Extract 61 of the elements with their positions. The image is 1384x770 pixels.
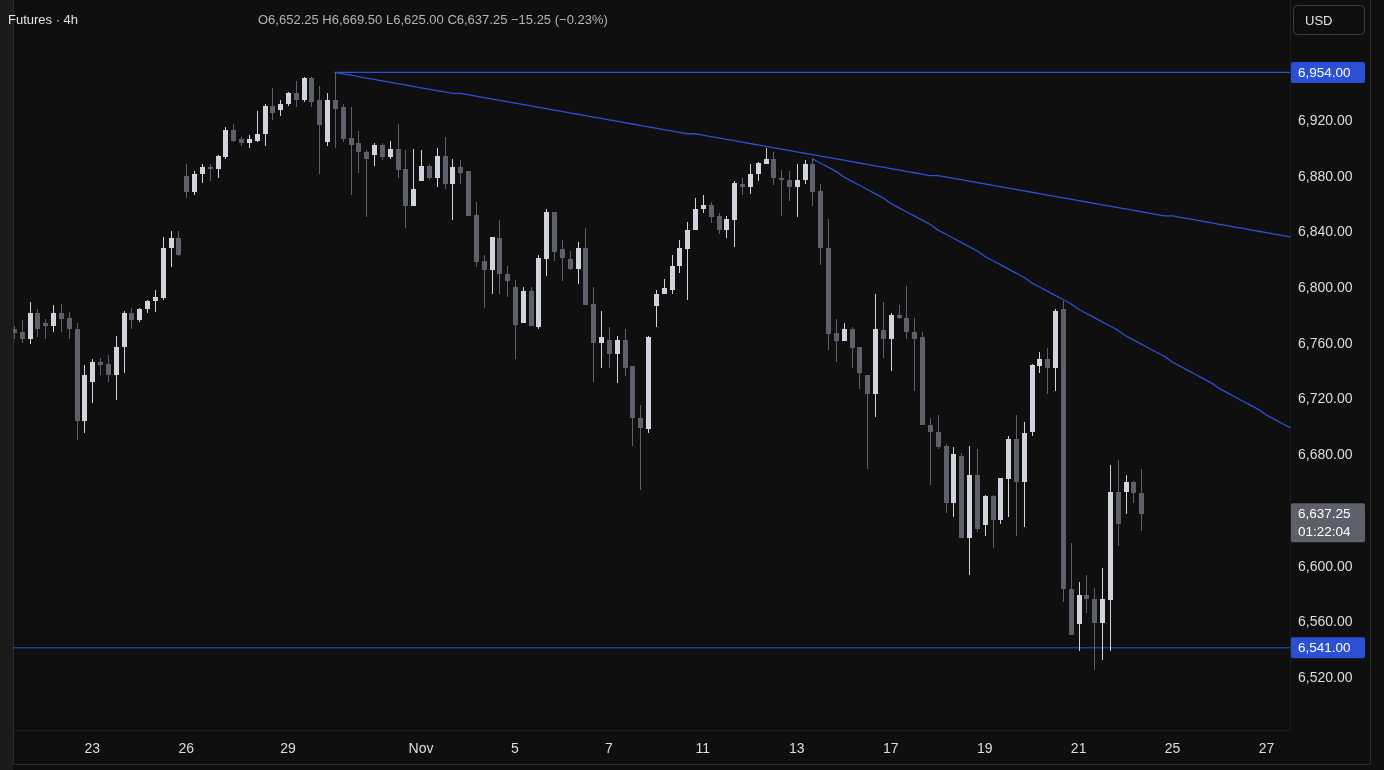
text: 01:22:04 xyxy=(1298,524,1352,540)
candlestick xyxy=(740,178,745,196)
y-tick-label: 6,520.00 xyxy=(1298,669,1353,686)
candlestick xyxy=(255,111,260,143)
y-tick-label: 6,760.00 xyxy=(1298,334,1353,351)
y-tick-label: 6,600.00 xyxy=(1298,557,1353,574)
series-label: 6,954.00 xyxy=(1298,64,1351,80)
candlestick xyxy=(599,310,604,368)
x-tick-label: 5 xyxy=(511,740,520,756)
candlestick xyxy=(638,405,643,491)
candlestick xyxy=(1124,475,1129,515)
ref-line-label: 6,541.00 xyxy=(1298,640,1351,656)
candlestick xyxy=(795,164,800,218)
x-tick-label: 7 xyxy=(605,740,614,756)
y-tick-label: 6,680.00 xyxy=(1298,446,1353,463)
x-tick-label: 27 xyxy=(1258,740,1275,756)
candlestick xyxy=(787,171,792,201)
text: Futures · 4h xyxy=(8,11,79,27)
x-tick-label: 17 xyxy=(882,740,899,756)
candlestick xyxy=(458,160,463,184)
candlestick xyxy=(13,325,17,339)
y-tick-label: 6,720.00 xyxy=(1298,390,1353,407)
candlestick xyxy=(779,169,784,216)
y-tick-label: 6,560.00 xyxy=(1298,613,1353,630)
candlestick xyxy=(356,130,361,173)
candlestick xyxy=(278,100,283,116)
text: 6,637.25 xyxy=(1298,506,1351,522)
candlestick xyxy=(364,150,369,218)
candlestick xyxy=(662,278,667,294)
y-tick-label: 6,800.00 xyxy=(1298,278,1353,295)
x-tick-label: 13 xyxy=(789,740,805,756)
candlestick xyxy=(1100,568,1105,661)
line-series xyxy=(811,158,1291,429)
candlestick xyxy=(349,107,354,196)
x-tick-label: 25 xyxy=(1164,740,1181,756)
x-tick-label: 26 xyxy=(178,740,195,756)
annotation: O6,652.25 H6,669.50 L6,625.00 C6,637.25 −15.25 (−0.23%) xyxy=(258,11,608,27)
candlestick xyxy=(43,319,48,339)
y-tick-label: 6,920.00 xyxy=(1298,111,1353,128)
x-tick-label: 19 xyxy=(976,740,993,756)
candlestick xyxy=(881,302,886,359)
x-tick-label: 11 xyxy=(695,740,711,756)
x-tick-label: 23 xyxy=(84,740,101,756)
x-tick-label: 21 xyxy=(1070,740,1087,756)
candlestick xyxy=(1084,575,1089,613)
candlestick xyxy=(928,417,933,485)
y-tick-label: 6,840.00 xyxy=(1298,223,1353,240)
candlestick xyxy=(59,303,64,332)
candlestick xyxy=(897,305,902,320)
candlestick xyxy=(560,239,565,282)
x-tick-label: Nov xyxy=(408,740,434,756)
candlestick xyxy=(505,266,510,297)
x-tick-label: 29 xyxy=(280,740,296,756)
currency-button: USD xyxy=(1293,5,1365,35)
candlestick xyxy=(333,72,338,148)
candlestick xyxy=(1045,348,1050,395)
candlestick xyxy=(912,317,917,392)
candlestick xyxy=(270,87,275,120)
candlestick xyxy=(98,358,103,375)
candlestick xyxy=(208,164,213,182)
y-tick-label: 6,880.00 xyxy=(1298,167,1353,184)
